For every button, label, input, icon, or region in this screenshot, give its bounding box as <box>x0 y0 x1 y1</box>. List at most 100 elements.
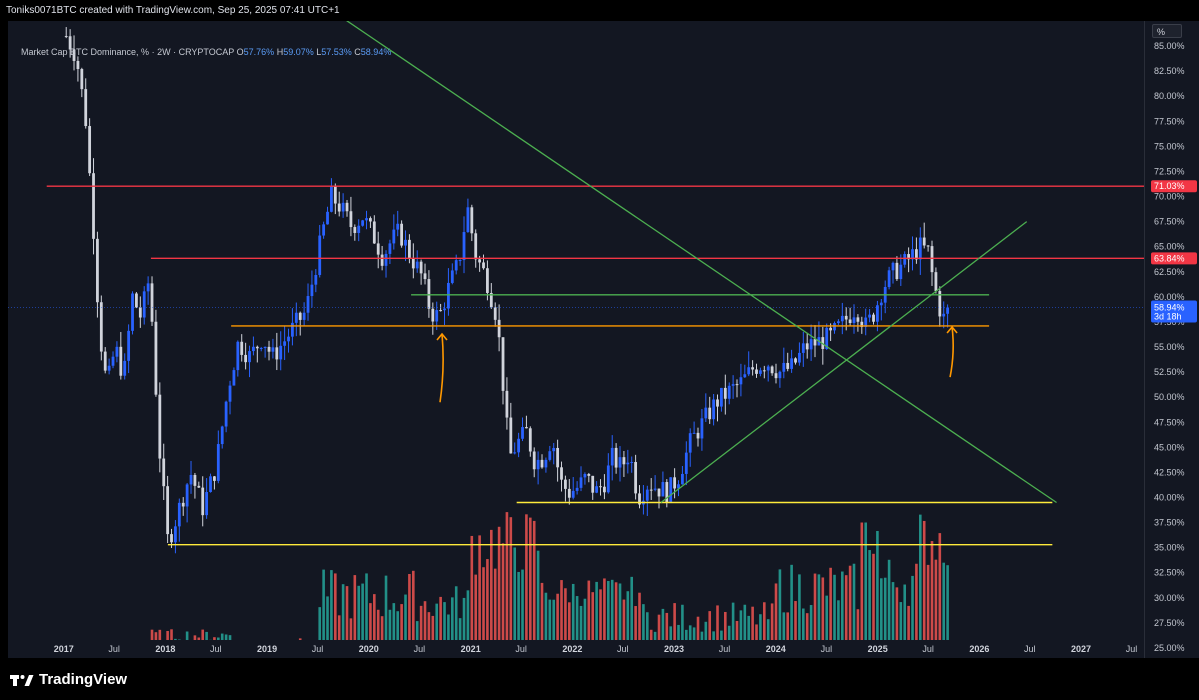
volume-bar <box>661 608 665 658</box>
candle-body <box>415 261 419 269</box>
candle-body <box>751 367 755 370</box>
price-tick-label: 42.50% <box>1154 467 1185 477</box>
volume-bar <box>891 582 895 658</box>
time-tick-label: 2022 <box>562 644 582 654</box>
volume-bar <box>852 563 856 658</box>
volume-bar <box>392 603 396 658</box>
volume-bar <box>334 573 337 658</box>
volume-bar <box>681 604 684 658</box>
candle-body <box>154 321 158 395</box>
volume-bar <box>805 613 809 658</box>
volume-bar <box>930 541 934 658</box>
candle-body <box>72 49 76 61</box>
volume-bar <box>599 589 602 658</box>
volume-bar <box>470 535 474 658</box>
price-tick-label: 25.00% <box>1154 643 1185 653</box>
candle-body <box>146 283 150 292</box>
volume-bar <box>376 609 380 658</box>
low-value: 57.53% <box>321 47 352 57</box>
candle-body <box>353 227 357 233</box>
candle-body <box>879 302 883 306</box>
volume-bar <box>607 580 610 658</box>
candle-body <box>267 346 271 352</box>
candle-body <box>517 438 521 453</box>
candle-body <box>528 428 532 452</box>
volume-bar <box>634 606 637 658</box>
time-tick-label: Jul <box>210 644 222 654</box>
tradingview-logo[interactable]: TradingView <box>10 671 127 688</box>
candle-body <box>174 526 177 543</box>
volume-bar <box>731 602 735 658</box>
candle-body <box>634 462 638 494</box>
candle-body <box>314 274 318 285</box>
symbol-exchange: CRYPTOCAP <box>178 47 235 57</box>
candle-body <box>798 352 801 363</box>
trendline <box>660 221 1028 504</box>
candle-body <box>119 346 123 376</box>
candle-body <box>493 307 497 320</box>
volume-bar <box>369 603 372 658</box>
volume-bar <box>501 543 505 658</box>
candle-body <box>419 261 423 274</box>
candle-body <box>275 347 279 360</box>
symbol-legend[interactable]: Market Cap BTC Dominance, % · 2W · CRYPT… <box>21 47 392 57</box>
time-axis[interactable]: 2017 Jul 2018 Jul 2019 Jul 2020 Jul 2021 Jul 2022 J… <box>8 640 1144 658</box>
candle-body <box>111 356 115 366</box>
candle-body <box>899 264 903 280</box>
candle-body <box>825 327 829 349</box>
chart-svg <box>8 21 1144 658</box>
tradingview-logo-icon <box>10 674 34 686</box>
volume-bar <box>603 578 606 658</box>
candle-body <box>142 291 146 318</box>
volume-bar <box>587 580 591 658</box>
volume-bar <box>724 611 727 658</box>
symbol-interval: 2W <box>157 47 171 57</box>
level-price-label: 71.03% <box>1154 181 1185 191</box>
candle-body <box>263 346 267 349</box>
candle-body <box>349 211 353 228</box>
candle-body <box>411 258 415 269</box>
candle-body <box>450 270 454 283</box>
volume-bar <box>759 614 762 658</box>
candle-body <box>489 292 493 308</box>
volume-bar <box>915 563 918 658</box>
time-tick-label: Jul <box>821 644 833 654</box>
candle-body <box>657 488 661 497</box>
high-value: 59.07% <box>283 47 314 57</box>
volume-bar <box>497 526 501 658</box>
level-price-badge <box>1151 252 1197 265</box>
price-tick-label: 40.00% <box>1154 492 1185 502</box>
candle-body <box>837 321 840 324</box>
candle-body <box>614 447 618 468</box>
price-unit-badge[interactable]: % <box>1152 24 1182 38</box>
candle-body <box>606 465 610 493</box>
volume-bar <box>821 577 825 658</box>
candle-body <box>868 314 872 318</box>
candle-body <box>739 377 743 385</box>
candle-body <box>306 296 310 313</box>
candle-body <box>692 432 696 434</box>
time-tick-label: Jul <box>617 644 629 654</box>
price-axis[interactable]: 85.00% 82.50% 80.00% 77.50% 75.00% 72.50% 70.0… <box>1144 21 1199 658</box>
candle-body <box>630 462 634 464</box>
price-tick-label: 67.50% <box>1154 217 1185 227</box>
candle-body <box>669 477 673 503</box>
close-label: C <box>354 47 361 57</box>
candle-body <box>735 384 739 386</box>
time-axis-svg: 2017 Jul 2018 Jul 2019 Jul 2020 Jul 2021 Jul 2022 J… <box>54 644 1138 654</box>
candle-body <box>681 473 684 485</box>
candle-body <box>723 387 727 399</box>
candle-body <box>333 186 337 204</box>
open-label: O <box>236 47 244 57</box>
candle-body <box>271 347 275 352</box>
volume-bar <box>911 575 914 658</box>
volume-bar <box>435 603 439 658</box>
volume-bar <box>899 602 903 658</box>
volume-bar <box>903 584 907 658</box>
candle-body <box>138 307 142 318</box>
volume-bar <box>622 599 626 658</box>
volume-bar <box>388 609 392 658</box>
chart-pane[interactable]: Market Cap BTC Dominance, % · 2W · CRYPT… <box>8 21 1144 658</box>
candle-body <box>287 336 290 342</box>
volume-bar <box>571 583 575 658</box>
